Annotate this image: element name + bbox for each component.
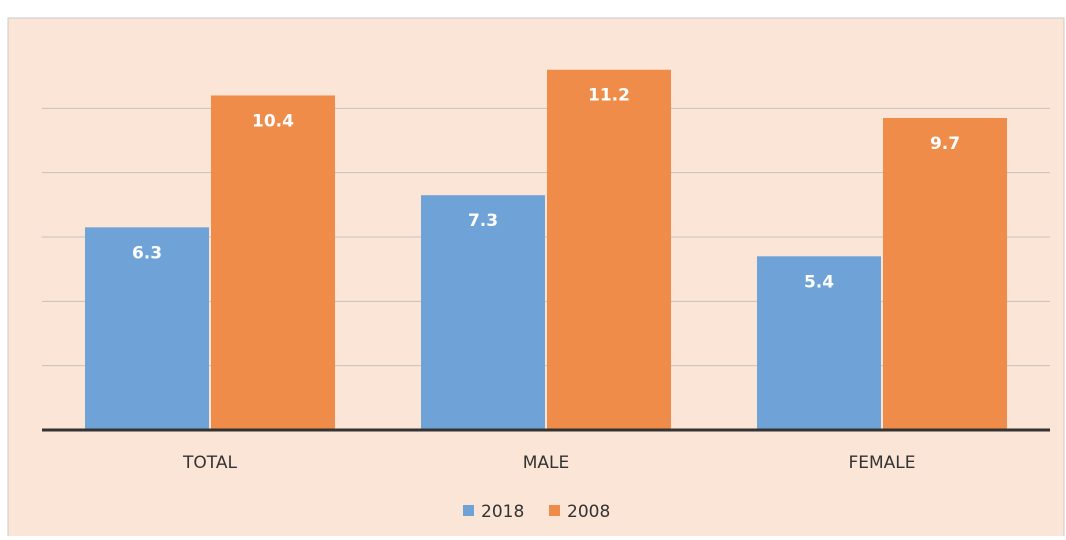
bar: [757, 256, 881, 430]
legend-swatch: [549, 505, 560, 516]
bar: [547, 69, 671, 430]
data-label: 11.2: [588, 86, 630, 106]
bar: [883, 117, 1007, 430]
x-tick-label: TOTAL: [182, 453, 237, 473]
data-label: 7.3: [468, 211, 498, 231]
x-tick-label: FEMALE: [848, 453, 915, 473]
data-label: 5.4: [804, 272, 834, 292]
bar: [421, 195, 545, 430]
data-label: 6.3: [132, 243, 162, 263]
x-tick-label: MALE: [523, 453, 570, 473]
bar: [85, 227, 209, 430]
bar: [211, 95, 335, 430]
data-label: 10.4: [252, 111, 294, 131]
legend-label: 2008: [567, 502, 610, 522]
legend-label: 2018: [481, 502, 524, 522]
data-label: 9.7: [930, 134, 960, 154]
legend-swatch: [463, 505, 474, 516]
